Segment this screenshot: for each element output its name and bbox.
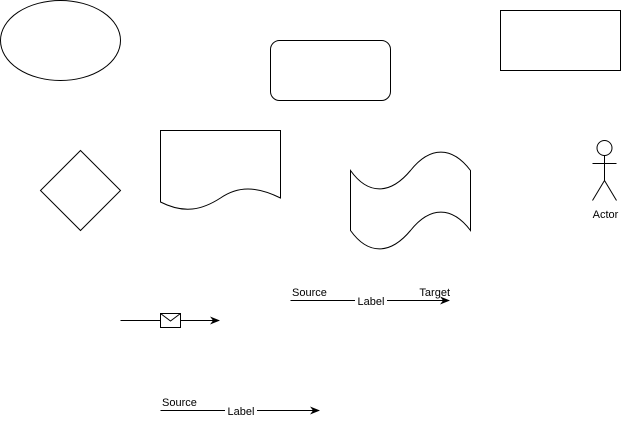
edge-center-label: Label <box>228 406 255 418</box>
actor-shape[interactable] <box>593 141 617 201</box>
labeled-edge-bottom[interactable]: Source Label <box>161 397 320 418</box>
edge-source-label: Source <box>292 287 327 299</box>
edge-source-label: Source <box>162 397 197 409</box>
tape-shape[interactable] <box>351 152 471 249</box>
actor-left-leg <box>593 181 605 201</box>
diamond-shape[interactable] <box>41 151 121 231</box>
actor-right-leg <box>605 181 617 201</box>
edge-target-label: Target <box>419 287 450 299</box>
ellipse-shape[interactable] <box>1 1 121 81</box>
labeled-edge-top[interactable]: Source Label Target <box>291 287 451 308</box>
edge-center-label: Label <box>358 296 385 308</box>
rounded-rectangle-shape[interactable] <box>271 41 391 101</box>
actor-label: Actor <box>593 209 619 221</box>
rectangle-shape[interactable] <box>501 11 621 71</box>
document-shape[interactable] <box>161 131 281 210</box>
actor-head <box>597 141 612 156</box>
envelope-icon <box>161 314 181 328</box>
message-flow-connector[interactable] <box>121 314 220 328</box>
